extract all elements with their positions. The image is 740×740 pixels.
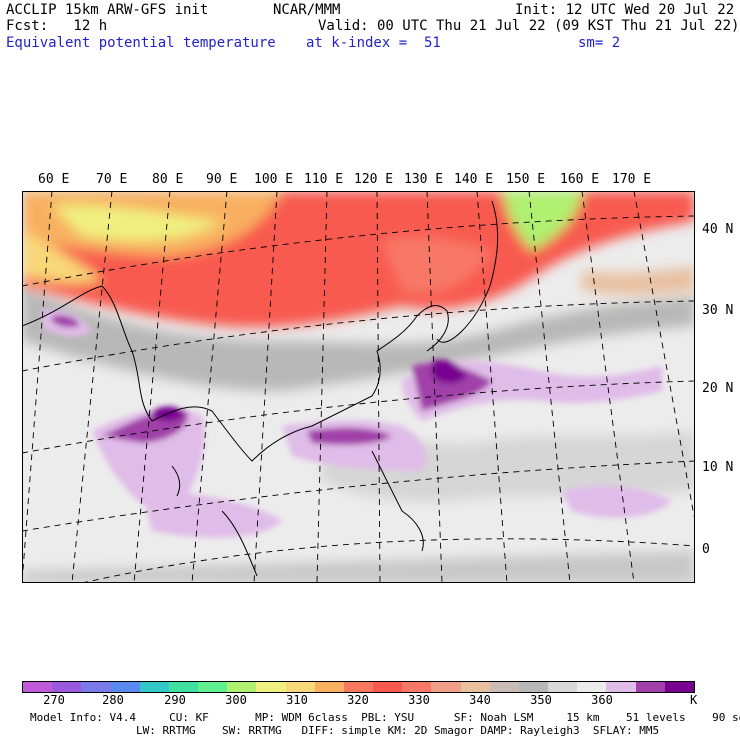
graticule: [22, 191, 695, 583]
lon-label-130e: 130 E: [404, 172, 444, 187]
colorbar-tick-350: 350: [530, 693, 552, 707]
lon-label-90e: 90 E: [206, 172, 238, 187]
colorbar-tick-300: 300: [225, 693, 247, 707]
model-info-line1: Model Info: V4.4 CU: KF MP: WDM 6class P…: [30, 711, 740, 724]
colorbar-swatch: [343, 682, 374, 692]
colorbar: [22, 681, 695, 693]
lat-label-0: 0: [702, 542, 710, 557]
lat-label-40n: 40 N: [702, 222, 734, 237]
valid-time: Valid: 00 UTC Thu 21 Jul 22 (09 KST Thu …: [318, 18, 740, 34]
colorbar-unit: K: [690, 693, 698, 707]
lon-label-150e: 150 E: [506, 172, 546, 187]
colorbar-swatch: [373, 682, 403, 692]
colorbar-swatch: [577, 682, 607, 692]
map-frame: [22, 191, 695, 583]
colorbar-tick-270: 270: [43, 693, 65, 707]
lon-label-140e: 140 E: [454, 172, 494, 187]
lat-label-20n: 20 N: [702, 381, 734, 396]
lon-label-60e: 60 E: [38, 172, 70, 187]
colorbar-swatch: [256, 682, 286, 692]
colorbar-tick-280: 280: [102, 693, 124, 707]
colorbar-tick-340: 340: [469, 693, 491, 707]
forecast-hour: Fcst: 12 h: [6, 18, 108, 34]
colorbar-swatch: [168, 682, 199, 692]
colorbar-swatch: [139, 682, 169, 692]
lon-label-160e: 160 E: [560, 172, 600, 187]
moist-plumes: [42, 309, 672, 538]
lat-label-30n: 30 N: [702, 303, 734, 318]
field-name: Equivalent potential temperature: [6, 35, 276, 51]
colorbar-tick-290: 290: [164, 693, 186, 707]
smoothing-label: sm= 2: [578, 35, 621, 51]
lon-label-170e: 170 E: [612, 172, 652, 187]
lon-label-100e: 100 E: [254, 172, 294, 187]
colorbar-swatch: [518, 682, 549, 692]
init-time: Init: 12 UTC Wed 20 Jul 22: [515, 2, 735, 18]
colorbar-swatch: [81, 682, 111, 692]
colorbar-swatch: [285, 682, 315, 692]
colorbar-swatch: [489, 682, 519, 692]
lon-label-120e: 120 E: [354, 172, 394, 187]
colorbar-tick-330: 330: [408, 693, 430, 707]
colorbar-swatch: [402, 682, 432, 692]
institution-label: NCAR/MMM: [273, 2, 341, 18]
colorbar-swatch: [431, 682, 461, 692]
lon-label-70e: 70 E: [96, 172, 128, 187]
colorbar-swatch: [460, 682, 490, 692]
colorbar-swatch: [548, 682, 578, 692]
colorbar-tick-360: 360: [591, 693, 613, 707]
colorbar-swatch: [635, 682, 665, 692]
theta-e-map: [22, 191, 695, 583]
colorbar-swatch: [227, 682, 257, 692]
colorbar-swatch: [23, 682, 53, 692]
colorbar-swatch: [52, 682, 82, 692]
lat-label-10n: 10 N: [702, 460, 734, 475]
colorbar-swatch: [606, 682, 636, 692]
model-title: ACCLIP 15km ARW-GFS init: [6, 2, 209, 18]
colorbar-swatch: [110, 682, 140, 692]
warm-band: [22, 191, 695, 328]
colorbar-tick-320: 320: [347, 693, 369, 707]
colorbar-swatch: [664, 682, 694, 692]
level-index: at k-index = 51: [306, 35, 441, 51]
colorbar-swatch: [198, 682, 228, 692]
lon-label-110e: 110 E: [304, 172, 344, 187]
coastlines: [22, 200, 499, 577]
model-info-line2: LW: RRTMG SW: RRTMG DIFF: simple KM: 2D …: [30, 724, 660, 737]
colorbar-swatch: [314, 682, 344, 692]
colorbar-tick-310: 310: [286, 693, 308, 707]
lon-label-80e: 80 E: [152, 172, 184, 187]
